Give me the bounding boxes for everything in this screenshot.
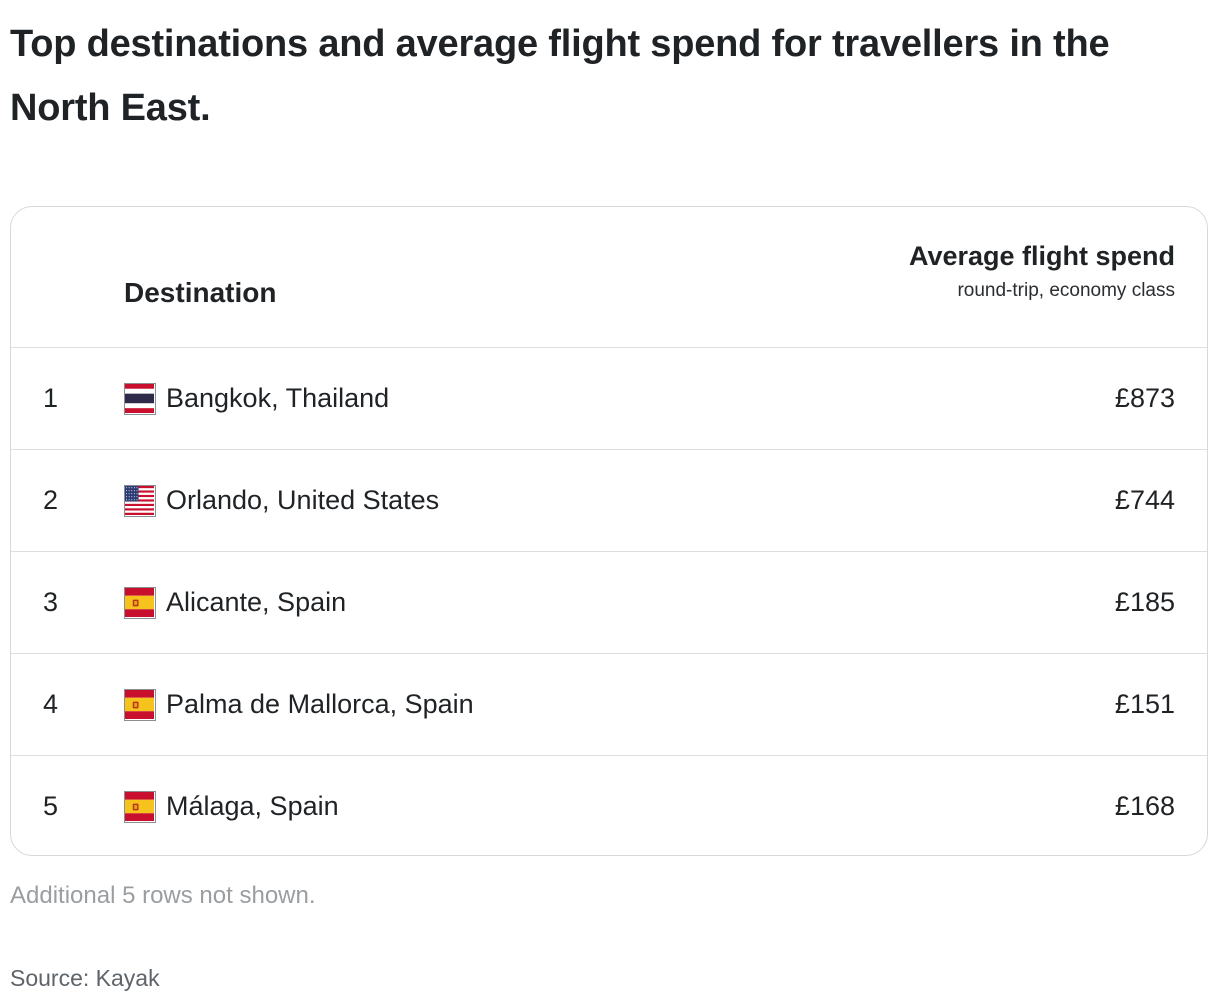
usa-flag-icon [124,485,156,517]
table-row: 5 Málaga, Spain £168 [11,756,1207,855]
row-spend: £744 [1114,485,1175,515]
row-rank: 5 [43,791,59,821]
row-destination: Alicante, Spain [166,587,347,617]
spain-flag-icon [124,791,156,823]
chart-title: Top destinations and average flight spen… [10,23,1110,129]
table-row: 2 Orlando, United States £744 [11,450,1207,552]
spain-flag-icon [124,689,156,721]
header-spend-label: Average flight spend [908,241,1175,271]
row-spend: £168 [1114,791,1175,821]
row-destination: Bangkok, Thailand [166,383,390,413]
table-row: 3 Alicante, Spain £185 [11,552,1207,654]
row-rank: 1 [43,383,59,413]
row-destination: Málaga, Spain [166,791,339,821]
header-spend-sublabel: round-trip, economy class [957,280,1175,301]
spain-flag-icon [124,587,156,619]
row-rank: 3 [43,587,59,617]
header-spend: Average flight spend round-trip, economy… [909,241,1175,302]
table-row: 4 Palma de Mallorca, Spain £151 [11,654,1207,756]
row-spend: £873 [1114,383,1175,413]
table-row: 1 Bangkok, Thailand £873 [11,348,1207,450]
destinations-table: Destination Average flight spend round-t… [10,206,1208,856]
row-spend: £151 [1114,689,1175,719]
table-header: Destination Average flight spend round-t… [11,207,1207,348]
row-rank: 2 [43,485,59,515]
source-note: Source: Kayak [10,965,160,991]
header-destination: Destination [124,277,277,308]
row-destination: Palma de Mallorca, Spain [166,689,474,719]
row-rank: 4 [43,689,59,719]
thailand-flag-icon [124,383,156,415]
row-spend: £185 [1114,587,1175,617]
footnote: Additional 5 rows not shown. [10,882,316,909]
table-body: 1 Bangkok, Thailand £873 2 Orlando, United S… [11,348,1207,855]
row-destination: Orlando, United States [166,485,440,515]
